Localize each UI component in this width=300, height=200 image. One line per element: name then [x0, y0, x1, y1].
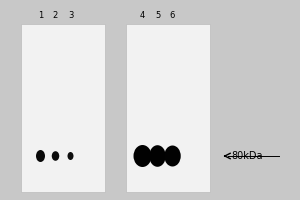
Ellipse shape	[36, 150, 45, 162]
Text: 80kDa: 80kDa	[231, 151, 262, 161]
Text: 2: 2	[53, 11, 58, 21]
Text: 6: 6	[170, 11, 175, 21]
Ellipse shape	[149, 145, 166, 167]
Ellipse shape	[134, 145, 152, 167]
Ellipse shape	[68, 152, 74, 160]
Text: 1: 1	[38, 11, 43, 21]
Ellipse shape	[52, 151, 59, 161]
Text: 4: 4	[140, 11, 145, 21]
Text: 3: 3	[68, 11, 73, 21]
Bar	[126, 24, 210, 192]
Ellipse shape	[164, 146, 181, 166]
Text: 5: 5	[155, 11, 160, 21]
Bar	[21, 24, 105, 192]
